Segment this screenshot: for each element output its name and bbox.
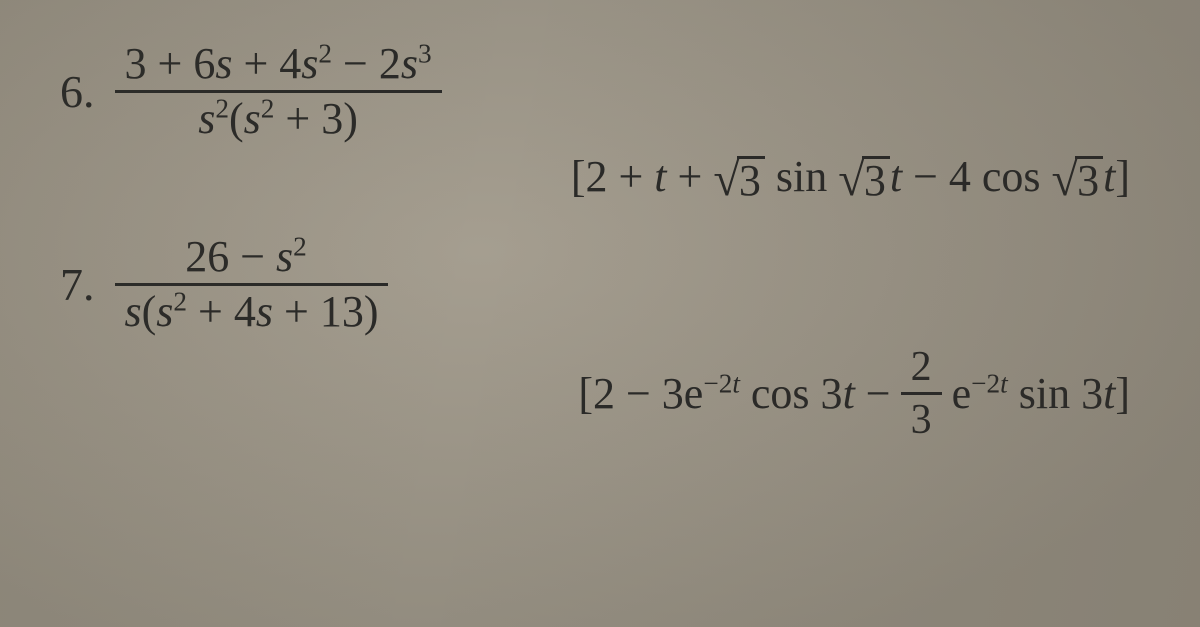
answer-text: [2 + [571, 152, 654, 201]
problem-6: 6. 3 + 6s + 4s2 − 2s3 s2(s2 + 3) [60, 40, 1150, 143]
answer-7: [2 − 3e−2t cos 3t − 2 3 e−2t sin 3t] [60, 344, 1150, 443]
problem-7: 7. 26 − s2 ­ s(s2 + 4s + 13) [60, 233, 1150, 336]
var-t: t [1103, 152, 1115, 201]
math-page: 6. 3 + 6s + 4s2 − 2s3 s2(s2 + 3) [2 + t … [0, 0, 1200, 627]
den-text: + 13) [273, 287, 378, 336]
num-text: + 4 [232, 39, 301, 88]
var-s: s [276, 232, 293, 281]
den-text: ( [229, 94, 244, 143]
fraction-bar [901, 392, 942, 395]
num-text: ­ [307, 232, 318, 281]
den-text: ( [142, 287, 157, 336]
radical-icon: √ [713, 158, 740, 205]
radical-icon: √ [1052, 158, 1079, 205]
var-s: s [256, 287, 273, 336]
var-t: t [843, 369, 855, 418]
var-s: s [244, 94, 261, 143]
sqrt-icon: √3 [838, 156, 890, 203]
exponent: 2 [173, 286, 187, 316]
exponent: 3 [418, 38, 432, 68]
exponent: 2 [318, 38, 332, 68]
answer-sin: sin 3 [1008, 369, 1103, 418]
fraction-numerator: 2 [901, 344, 942, 390]
answer-text: e−2t sin 3t] [952, 368, 1130, 419]
two-thirds-fraction: 2 3 [901, 344, 942, 443]
den-text: + 3) [274, 94, 357, 143]
fraction-bar [115, 90, 442, 93]
var-s: s [401, 39, 418, 88]
exp-num: −2 [971, 368, 1000, 398]
exponent: 2 [293, 231, 307, 261]
radicand: 3 [862, 156, 890, 203]
answer-minus: − [855, 369, 891, 418]
answer-cos: cos 3 [740, 369, 843, 418]
num-text: − 2 [332, 39, 401, 88]
sqrt-icon: √3 [1052, 156, 1104, 203]
fraction-denominator: s2(s2 + 3) [188, 95, 368, 143]
problem-number-6: 6. [60, 65, 115, 118]
fraction-denominator: 3 [901, 397, 942, 443]
problem-7-fraction: 26 − s2 ­ s(s2 + 4s + 13) [115, 233, 389, 336]
var-s: s [156, 287, 173, 336]
answer-text: [2 − 3e−2t cos 3t − [578, 368, 890, 419]
den-text: + 4 [187, 287, 256, 336]
exponent: 2 [215, 93, 229, 123]
var-s: s [215, 39, 232, 88]
exponent: 2 [261, 93, 275, 123]
answer-e: e [952, 369, 972, 418]
var-s: s [301, 39, 318, 88]
sqrt-icon: √3 [713, 156, 765, 203]
problem-number-7: 7. [60, 258, 115, 311]
answer-close: ] [1115, 369, 1130, 418]
exp-var: t [1000, 368, 1008, 398]
answer-open: [2 − 3e [578, 369, 703, 418]
answer-text: − 4 cos [902, 152, 1051, 201]
problem-6-fraction: 3 + 6s + 4s2 − 2s3 s2(s2 + 3) [115, 40, 442, 143]
var-s: s [125, 287, 142, 336]
radicand: 3 [1075, 156, 1103, 203]
answer-text: ] [1115, 152, 1130, 201]
answer-text: + [667, 152, 714, 201]
var-s: s [198, 94, 215, 143]
var-t: t [890, 152, 902, 201]
radicand: 3 [737, 156, 765, 203]
exp-num: −2 [703, 368, 732, 398]
num-text: 26 − [185, 232, 276, 281]
radical-icon: √ [838, 158, 865, 205]
fraction-denominator: s(s2 + 4s + 13) [115, 288, 389, 336]
var-t: t [654, 152, 666, 201]
num-text: 3 + 6 [125, 39, 216, 88]
var-t: t [1103, 369, 1115, 418]
exp-var: t [732, 368, 740, 398]
exponent: −2t [703, 368, 740, 398]
exponent: −2t [971, 368, 1008, 398]
fraction-numerator: 26 − s2 ­ [175, 233, 328, 281]
answer-text: sin [765, 152, 838, 201]
fraction-numerator: 3 + 6s + 4s2 − 2s3 [115, 40, 442, 88]
fraction-bar [115, 283, 389, 286]
answer-6: [2 + t + √3 sin √3t − 4 cos √3t] [60, 151, 1150, 203]
